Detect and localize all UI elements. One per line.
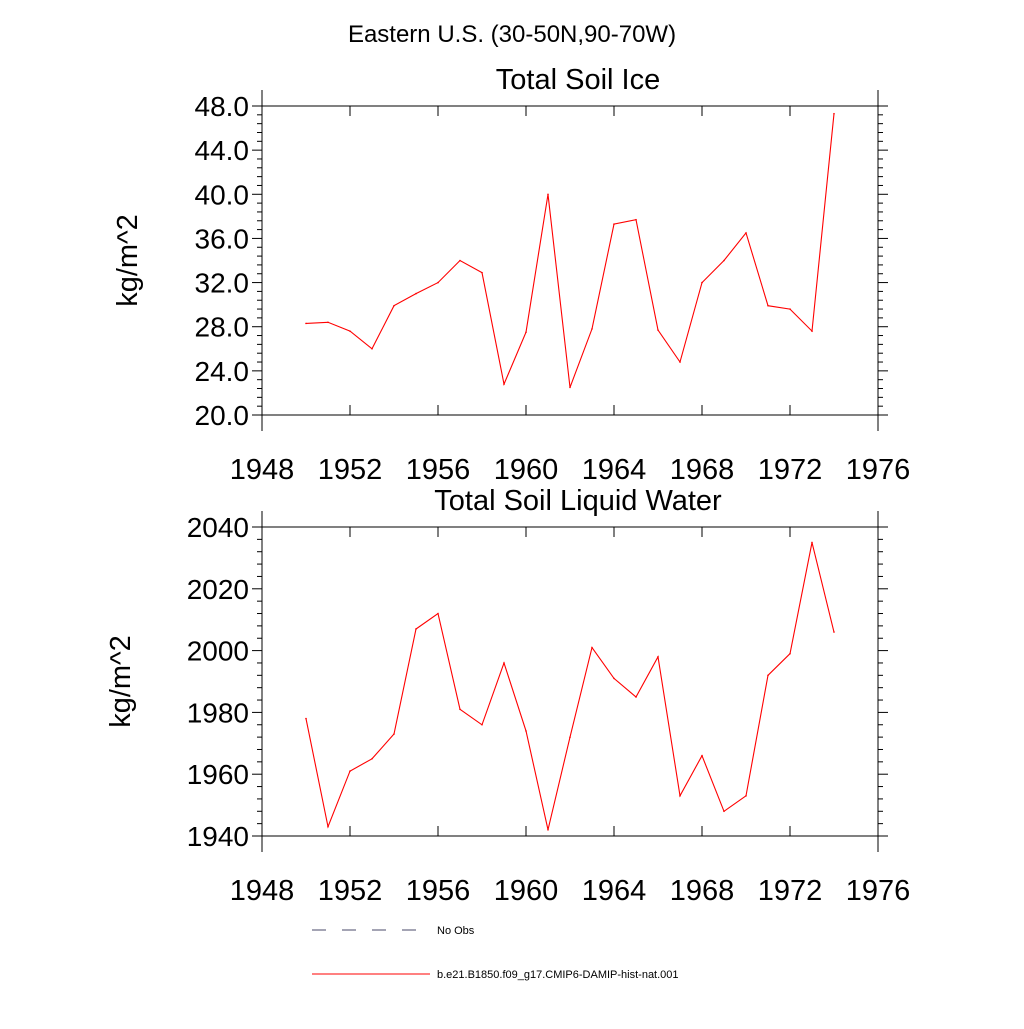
data-point [327, 825, 329, 828]
data-point [503, 383, 505, 385]
figure-suptitle: Eastern U.S. (30-50N,90-70W) [348, 21, 676, 48]
y-tick-label: 28.0 [195, 312, 250, 343]
legend: No Obs b.e21.B1850.f09_g17.CMIP6-DAMIP-h… [312, 925, 679, 981]
data-point [635, 696, 637, 698]
data-point [525, 730, 527, 732]
data-point [481, 723, 483, 726]
data-point [305, 322, 307, 325]
data-point [327, 321, 329, 324]
y-tick-label: 36.0 [195, 223, 250, 254]
data-point [525, 331, 527, 334]
plot-frame [261, 526, 879, 837]
x-tick-label: 1956 [406, 454, 471, 486]
x-tick-label: 1976 [846, 875, 911, 907]
data-point [657, 655, 659, 658]
data-point [635, 218, 637, 221]
y-tick-label: 44.0 [195, 135, 250, 166]
x-tick-label: 1972 [758, 454, 823, 486]
data-point [415, 292, 417, 295]
data-point [789, 308, 791, 310]
x-tick-label: 1948 [230, 875, 295, 907]
y-tick-label: 1960 [187, 759, 249, 790]
data-point [393, 304, 395, 307]
data-point [789, 652, 791, 655]
plot-frame [261, 105, 879, 416]
y-tick-label: 1980 [187, 697, 249, 728]
x-tick-label: 1968 [670, 875, 735, 907]
data-point [701, 281, 703, 284]
data-point [569, 386, 571, 389]
x-tick-label: 1956 [406, 875, 471, 907]
x-tick-label: 1976 [846, 454, 911, 486]
chart-title: Total Soil Liquid Water [434, 485, 722, 517]
legend-label-model-run: b.e21.B1850.f09_g17.CMIP6-DAMIP-hist-nat… [437, 969, 679, 981]
panel-total-soil-ice: Total Soil Ice kg/m^2 20.0 24.0 28.0 32.0 36.0… [112, 64, 910, 486]
data-point [811, 541, 813, 544]
data-point [547, 193, 549, 196]
y-axis-label: kg/m^2 [112, 214, 144, 307]
x-tick-label: 1952 [318, 875, 383, 907]
data-point [481, 271, 483, 274]
data-point [437, 281, 439, 284]
x-tick-label: 1960 [494, 454, 559, 486]
data-point [723, 259, 725, 262]
y-tick-label: 24.0 [195, 356, 250, 387]
series-line [305, 542, 835, 830]
x-tick-label: 1972 [758, 875, 823, 907]
data-point [613, 223, 615, 225]
data-point [569, 736, 571, 738]
y-tick-label: 40.0 [195, 179, 250, 210]
chart-title: Total Soil Ice [496, 64, 660, 96]
data-point [415, 628, 417, 630]
y-axis-label: kg/m^2 [105, 635, 137, 728]
legend-label-no-obs: No Obs [437, 925, 475, 937]
x-tick-label: 1968 [670, 454, 735, 486]
y-tick-label: 32.0 [195, 268, 250, 299]
data-point [503, 662, 505, 664]
x-tick-label: 1952 [318, 454, 383, 486]
y-tick-label: 2000 [187, 636, 249, 667]
y-tick-label: 48.0 [195, 91, 250, 122]
data-point [349, 330, 351, 332]
data-point [657, 329, 659, 331]
data-point [371, 347, 373, 350]
data-point [833, 631, 835, 633]
y-tick-label: 1940 [187, 821, 249, 852]
data-point [591, 646, 593, 649]
data-point [371, 757, 373, 760]
data-point [745, 795, 747, 797]
x-tick-label: 1964 [582, 454, 647, 486]
data-point [591, 328, 593, 330]
data-point [679, 795, 681, 797]
data-point [437, 612, 439, 615]
data-point [833, 112, 835, 115]
data-point [613, 677, 615, 680]
data-point [679, 361, 681, 363]
data-point [349, 770, 351, 772]
x-tick-label: 1964 [582, 875, 647, 907]
data-point [459, 708, 461, 711]
y-tick-label: 2040 [187, 512, 249, 543]
series-line [305, 113, 835, 388]
data-point [547, 829, 549, 831]
x-tick-label: 1960 [494, 875, 559, 907]
data-point [767, 304, 769, 307]
data-point [723, 810, 725, 813]
data-point [459, 259, 461, 262]
y-tick-label: 20.0 [195, 400, 250, 431]
y-tick-label: 2020 [187, 574, 249, 605]
data-point [701, 754, 703, 757]
data-point [811, 330, 813, 332]
x-tick-label: 1948 [230, 454, 295, 486]
data-point [767, 674, 769, 677]
panel-total-soil-liquid-water: Total Soil Liquid Water kg/m^2 1940 1960 198… [105, 485, 910, 907]
data-point [393, 733, 395, 735]
data-point [305, 717, 307, 720]
data-point [745, 232, 747, 234]
